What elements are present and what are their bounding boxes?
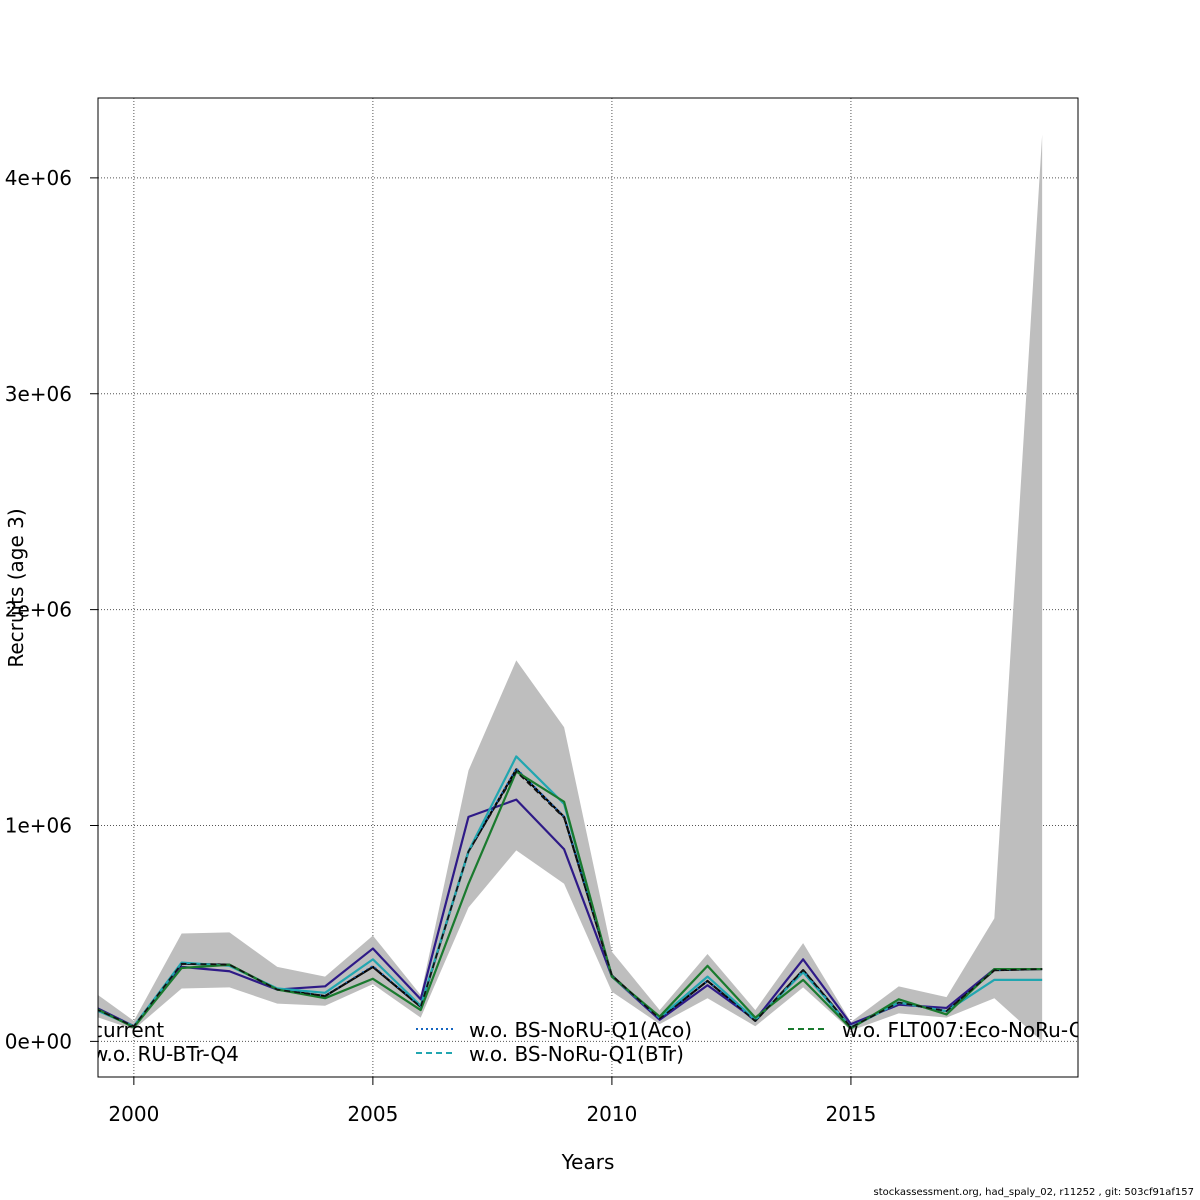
- series-line-5: [98, 770, 1043, 1029]
- x-tick-label: 2010: [586, 1102, 637, 1126]
- legend-label: current: [92, 1018, 164, 1042]
- x-tick-label: 2015: [825, 1102, 876, 1126]
- legend-label: w.o. RU-BTr-Q4: [92, 1042, 239, 1066]
- legend-label: w.o. FLT007:Eco-NoRu-Q: [842, 1018, 1085, 1042]
- legend-entry-4: w.o. FLT007:Eco-NoRu-Q: [788, 1018, 1085, 1042]
- footer-credit: stockassessment.org, had_spaly_02, r1125…: [873, 1187, 1194, 1198]
- legend-entry-1: w.o. RU-BTr-Q4: [92, 1042, 239, 1066]
- y-tick-label: 3e+06: [5, 382, 72, 406]
- confidence-band: [98, 134, 1043, 1042]
- y-axis-ticks: 0e+00 1e+06 2e+06 3e+06 4e+06: [5, 166, 98, 1053]
- grid-lines: [98, 98, 1078, 1077]
- plot-frame: [97, 97, 1079, 1078]
- legend-entry-3: w.o. BS-NoRu-Q1(BTr): [416, 1042, 684, 1066]
- y-tick-label: 0e+00: [5, 1029, 72, 1053]
- x-tick-label: 2005: [347, 1102, 398, 1126]
- legend-entry-0: current: [92, 1018, 164, 1042]
- x-tick-label: 2000: [108, 1102, 159, 1126]
- series-layer: [98, 755, 1043, 1030]
- y-tick-label: 2e+06: [5, 598, 72, 622]
- y-axis-title: Recruits (age 3): [4, 508, 28, 667]
- legend-label: w.o. BS-NoRu-Q1(BTr): [469, 1042, 684, 1066]
- y-tick-label: 4e+06: [5, 166, 72, 190]
- x-axis-ticks: 2000 2005 2010 2015: [108, 1077, 876, 1126]
- legend-entry-2: w.o. BS-NoRU-Q1(Aco): [416, 1018, 692, 1042]
- y-tick-label: 1e+06: [5, 814, 72, 838]
- legend-label: w.o. BS-NoRU-Q1(Aco): [469, 1018, 692, 1042]
- confidence-band-layer: [98, 134, 1043, 1042]
- x-axis-title: Years: [561, 1150, 615, 1174]
- series-line-4: [98, 770, 1043, 1030]
